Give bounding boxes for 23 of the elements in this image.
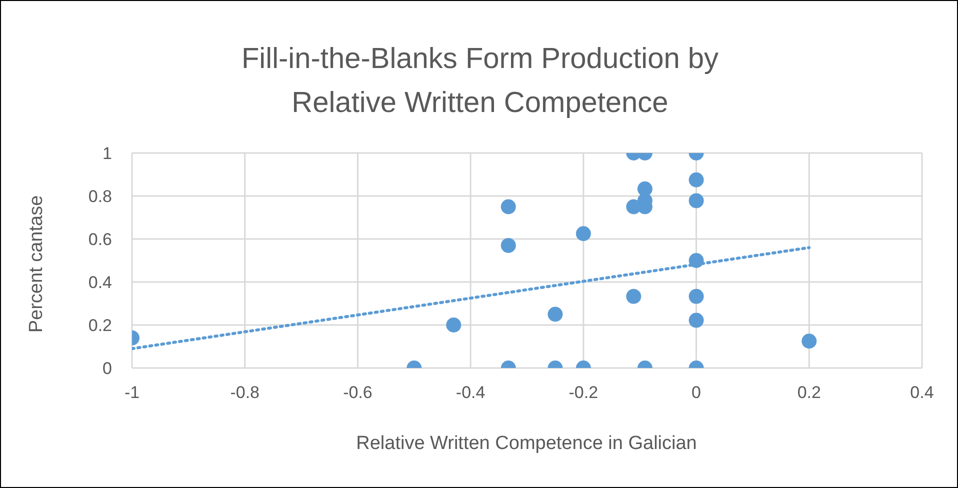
- x-tick-label: -0.2: [568, 383, 598, 402]
- point: [626, 288, 642, 304]
- y-tick-label: 1: [102, 144, 112, 164]
- y-tick-label: 0.8: [88, 187, 112, 206]
- point: [688, 288, 704, 304]
- x-tick-label: 0: [692, 383, 702, 402]
- x-tick-label: 0.4: [910, 383, 934, 402]
- point: [688, 193, 704, 208]
- y-tick-label: 0.2: [88, 316, 112, 336]
- y-tick-label: 0: [102, 359, 112, 378]
- x-tick-label: 0.2: [797, 383, 821, 402]
- point: [500, 238, 516, 253]
- y-tick-label: 0.6: [88, 230, 112, 250]
- y-axis-title: Percent cantase: [26, 195, 48, 333]
- y-tick-label: 0.4: [88, 273, 112, 292]
- x-tick-label: -0.6: [343, 383, 372, 402]
- point: [500, 199, 516, 214]
- x-axis-title: Relative Written Competence in Galician: [355, 433, 698, 455]
- chart-title: Fill-in-the-Blanks Form Production by Relative Written Competence: [240, 42, 720, 121]
- x-tick-label: -1: [124, 383, 140, 402]
- x-tick-label: -0.8: [230, 383, 260, 402]
- x-tick-label: -0.4: [456, 383, 486, 402]
- point: [576, 226, 591, 242]
